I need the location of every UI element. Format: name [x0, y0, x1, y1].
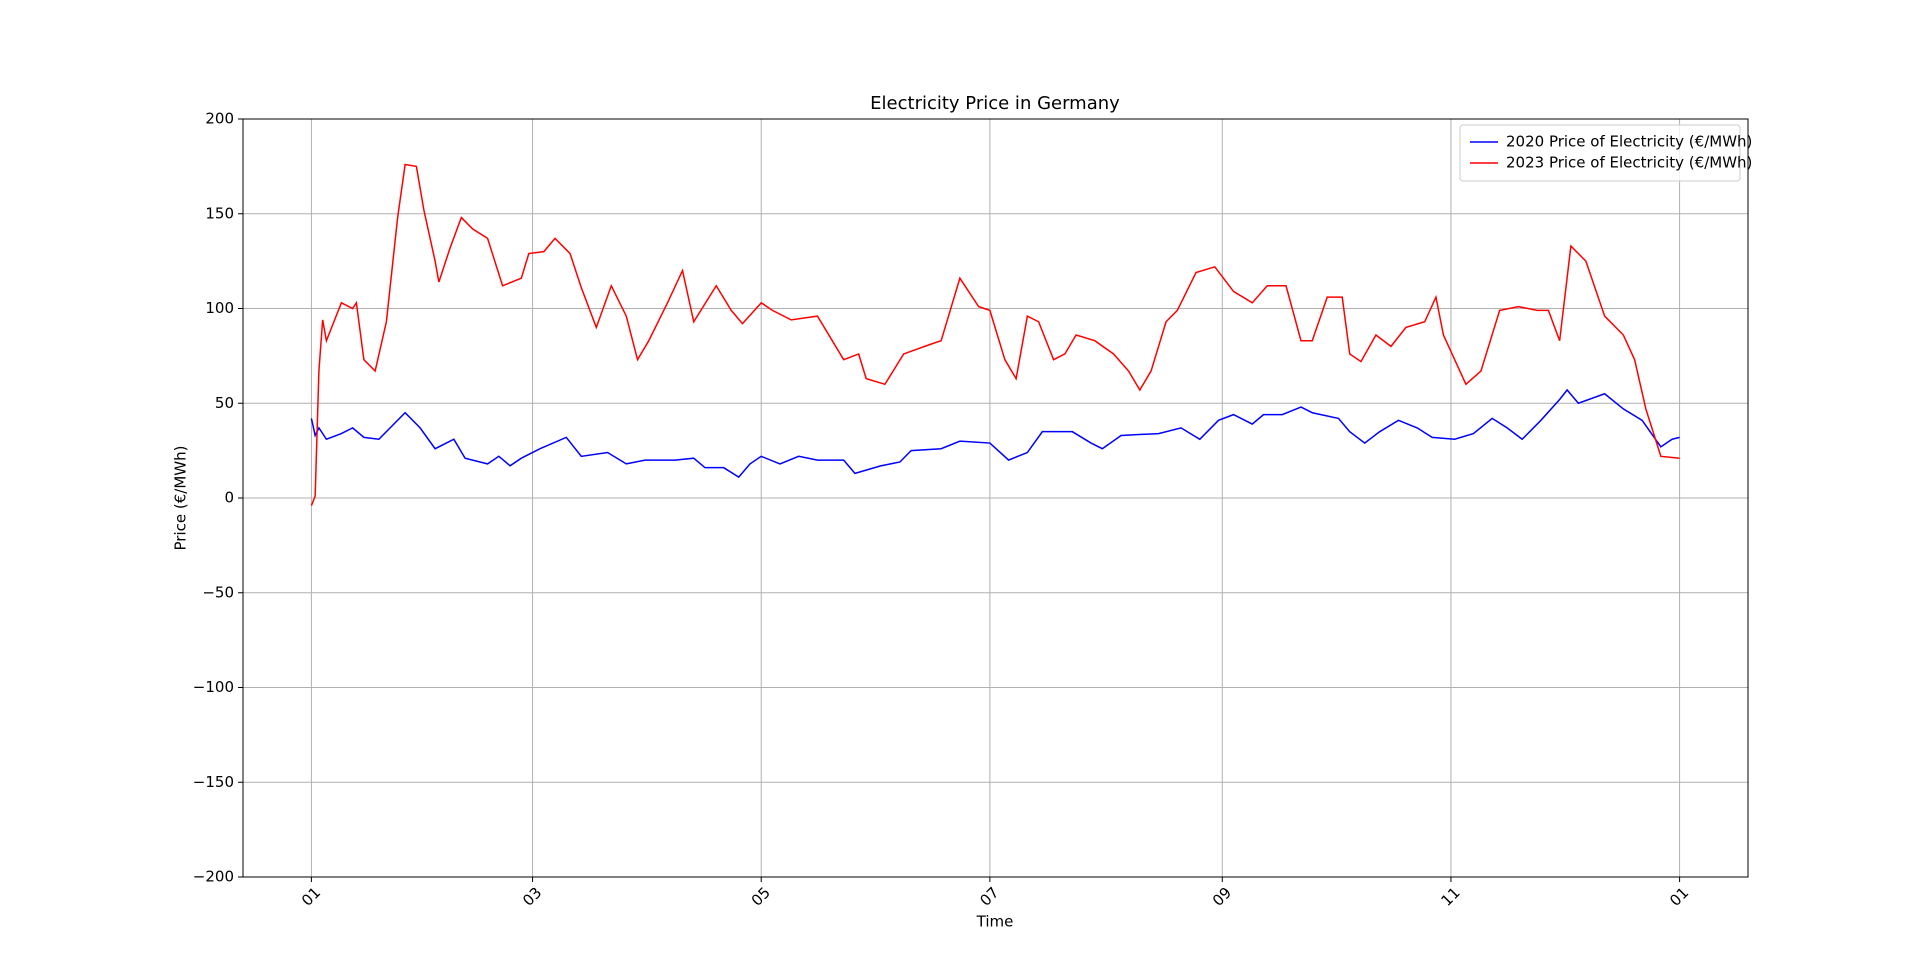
x-tick-label: 01	[298, 884, 324, 910]
x-tick-label: 01	[1666, 884, 1692, 910]
x-tick-label: 09	[1209, 884, 1235, 910]
x-tick-label: 03	[519, 884, 545, 910]
chart-title: Electricity Price in Germany	[870, 93, 1120, 114]
y-tick-label: −50	[202, 583, 234, 601]
plot-frame	[242, 118, 1749, 878]
x-axis-label: Time	[976, 913, 1014, 931]
y-tick-label: 100	[205, 299, 234, 317]
legend-label: 2020 Price of Electricity (€/MWh)	[1506, 133, 1752, 151]
y-tick-label: −150	[193, 773, 234, 791]
legend: 2020 Price of Electricity (€/MWh) 2023 Pr…	[1459, 124, 1752, 182]
data-line	[310, 163, 1680, 506]
y-tick-label: −100	[193, 678, 234, 696]
data-line	[310, 388, 1680, 479]
legend-box	[1459, 124, 1741, 182]
legend-label: 2023 Price of Electricity (€/MWh)	[1506, 154, 1752, 172]
x-tick-label: 05	[748, 884, 774, 910]
y-tick-label: −200	[193, 868, 234, 886]
y-tick-label: 200	[205, 110, 234, 128]
y-axis-label: Price (€/MWh)	[172, 446, 190, 551]
y-tick-label: 0	[224, 489, 234, 507]
y-tick-label: 150	[205, 204, 234, 222]
x-tick-label: 11	[1437, 884, 1463, 910]
y-tick-label: 50	[215, 394, 234, 412]
x-tick-label: 07	[976, 884, 1002, 910]
